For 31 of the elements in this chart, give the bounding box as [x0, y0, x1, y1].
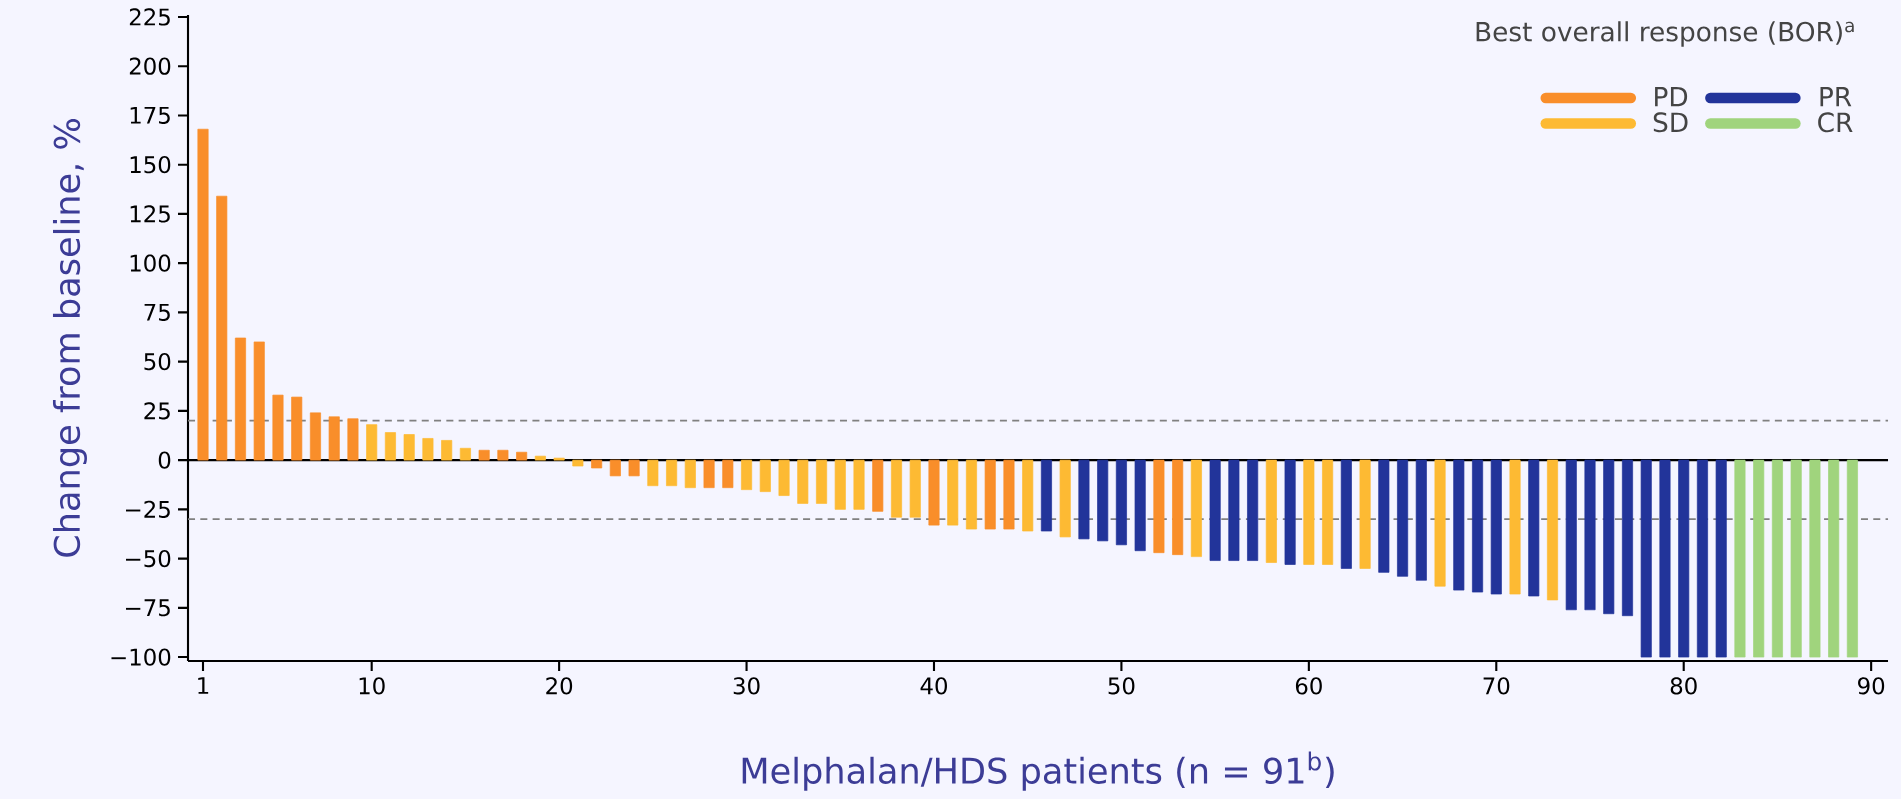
x-tick-label: 1: [198, 677, 209, 694]
legend-label: PD: [1655, 86, 1688, 107]
x-tick-label: 20: [546, 677, 573, 695]
x-tick-label: 50: [1108, 677, 1135, 695]
legend-label: SD: [1653, 112, 1688, 133]
y-tick-label: 225: [129, 8, 170, 26]
y-tick-label: 25: [144, 402, 170, 420]
y-tick-label: 75: [144, 303, 170, 321]
x-tick-label: 80: [1670, 677, 1697, 695]
y-tick-label: 125: [130, 205, 170, 223]
y-tick-label: −100: [111, 648, 171, 666]
x-tick-label: 40: [920, 677, 947, 695]
x-tick-label: 10: [359, 677, 385, 695]
y-axis-title: Change from baseline, %: [52, 119, 87, 557]
y-tick-label: −25: [126, 500, 170, 518]
legend-label: PR: [1820, 86, 1852, 107]
legend-title: Best overall response (BOR)$^{a}$: [1476, 21, 1854, 47]
x-axis-title: Melphalan/HDS patients (n = 91$^{b}$): [742, 751, 1334, 791]
y-tick-label: 0: [158, 451, 171, 469]
y-tick-label: 175: [130, 106, 170, 124]
x-tick-label: 70: [1483, 677, 1510, 695]
x-tick-label: 60: [1295, 677, 1322, 695]
y-tick-label: 50: [144, 353, 171, 371]
y-tick-label: 100: [130, 254, 171, 272]
x-tick-label: 30: [733, 677, 760, 695]
y-tick-label: 200: [129, 57, 171, 75]
y-tick-label: −75: [126, 599, 170, 617]
y-tick-label: −50: [126, 549, 171, 568]
legend-label: CR: [1818, 112, 1853, 133]
x-tick-label: 90: [1858, 677, 1885, 695]
y-tick-label: 150: [130, 156, 171, 174]
